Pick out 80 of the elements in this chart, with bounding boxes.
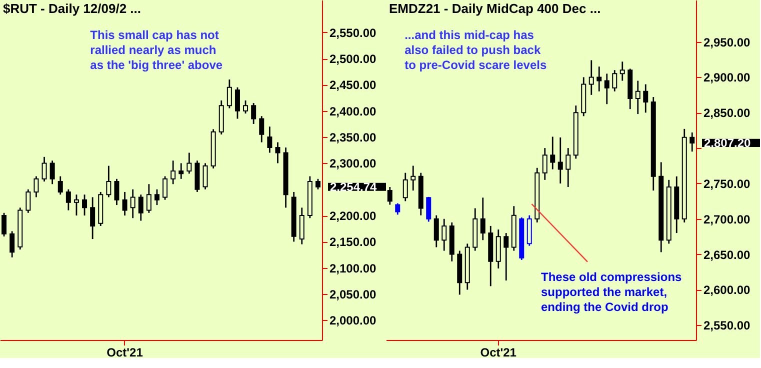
candlestick	[620, 60, 625, 82]
candlestick	[604, 72, 610, 105]
y-tick-label: 2,200.00	[330, 209, 377, 224]
text: 2,807.20	[704, 136, 752, 150]
candlestick	[542, 147, 548, 181]
candlestick	[234, 86, 240, 120]
candlestick	[635, 80, 640, 115]
candlestick	[480, 196, 486, 241]
chart-title: EMDZ21 - Daily MidCap 400 Dec ...	[389, 1, 601, 16]
candlestick	[504, 232, 509, 282]
y-tick-label: 2,850.00	[704, 106, 751, 120]
annotation: ...and this mid-cap has also failed to push back to pre-Covid scare levels	[404, 28, 547, 72]
x-tick-label: Oct'21	[480, 346, 517, 360]
candlestick	[170, 160, 176, 185]
candlestick	[82, 194, 88, 216]
candlestick	[58, 176, 63, 196]
candlestick	[299, 206, 304, 245]
candlestick	[34, 176, 39, 198]
candlestick	[402, 172, 408, 202]
y-tick-label: 2,400.00	[330, 104, 377, 118]
candlestick	[178, 162, 184, 180]
candlestick	[138, 194, 144, 222]
candlestick	[226, 78, 232, 109]
candlestick	[162, 176, 168, 201]
annotation: This small cap has not rallied nearly as much as the 'big three' above	[90, 28, 223, 72]
chart-title: $RUT - Daily 12/09/2 ...	[3, 1, 142, 16]
candlestick	[275, 142, 280, 164]
y-tick-label: 2,450.00	[330, 78, 377, 92]
y-tick-label: 2,600.00	[704, 283, 751, 298]
candlestick	[122, 191, 128, 216]
candlestick	[434, 214, 439, 248]
candlestick	[106, 165, 112, 198]
candlestick	[243, 100, 248, 114]
candlestick	[74, 194, 79, 216]
x-tick-label: Oct'21	[106, 346, 144, 360]
y-tick-label: 2,750.00	[704, 176, 751, 191]
candlestick	[202, 162, 208, 190]
y-tick-label: 2,650.00	[704, 248, 751, 262]
candlestick	[10, 230, 15, 258]
candlestick	[612, 69, 618, 92]
candlestick	[550, 136, 556, 170]
y-tick-label: 2,100.00	[330, 261, 377, 276]
candlestick	[395, 202, 400, 216]
candlestick	[186, 152, 192, 174]
y-tick-label: 2,700.00	[704, 212, 751, 226]
candlestick	[2, 212, 7, 238]
candlestick	[442, 218, 447, 252]
candlestick	[315, 178, 320, 190]
y-tick-label: 2,000.00	[330, 314, 377, 328]
candlestick	[690, 132, 695, 152]
candlestick	[558, 136, 563, 184]
y-tick-label: 2,050.00	[330, 287, 377, 302]
candlestick	[154, 188, 160, 206]
candlestick	[50, 160, 55, 185]
y-tick-label: 2,950.00	[704, 35, 751, 50]
candlestick	[566, 147, 571, 188]
y-tick-label: 2,350.00	[330, 130, 377, 145]
candlestick	[26, 188, 31, 214]
candlestick	[251, 102, 256, 125]
y-tick-label: 2,500.00	[330, 52, 377, 66]
candlestick	[643, 84, 648, 114]
candlestick	[267, 126, 272, 154]
annotation: These old compressions supported the market, ending the Covid drop	[541, 270, 682, 314]
y-tick-label: 2,150.00	[330, 235, 377, 250]
y-tick-label: 2,550.00	[704, 318, 751, 333]
y-tick-label: 2,550.00	[330, 26, 377, 40]
y-tick-label: 2,300.00	[330, 156, 377, 171]
candlestick	[90, 196, 96, 240]
candlestick	[130, 188, 136, 219]
candlestick	[42, 156, 47, 182]
y-tick-label: 2,900.00	[704, 70, 751, 85]
text: 2,254.74	[330, 180, 378, 194]
candlestick	[426, 196, 432, 222]
candlestick	[596, 66, 602, 92]
candlestick	[588, 60, 594, 96]
candlestick	[259, 115, 264, 143]
candlestick	[410, 165, 416, 192]
candlestick	[66, 188, 71, 211]
candlestick	[146, 183, 152, 214]
candlestick	[114, 178, 120, 206]
